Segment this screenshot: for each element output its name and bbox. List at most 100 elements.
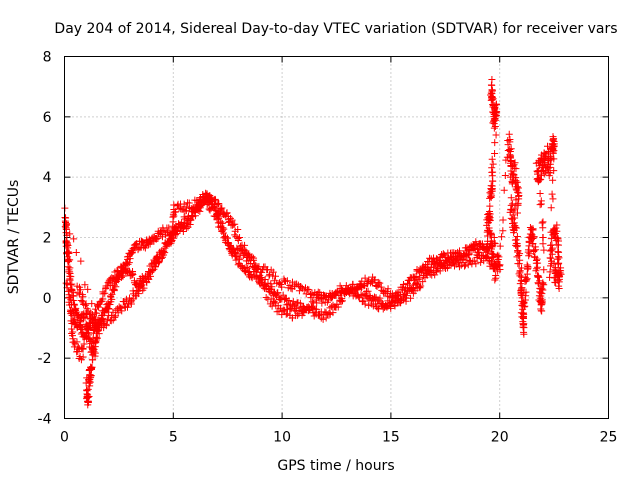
data-point	[64, 257, 72, 265]
data-point	[175, 204, 183, 212]
data-point	[266, 271, 274, 279]
data-point	[300, 305, 308, 313]
data-point	[538, 219, 546, 227]
data-point	[88, 356, 96, 364]
data-point	[551, 278, 559, 286]
data-point	[91, 343, 99, 351]
data-point	[520, 330, 528, 338]
data-point	[487, 185, 495, 193]
data-point	[80, 340, 88, 348]
data-point	[488, 155, 496, 163]
data-point	[66, 293, 74, 301]
data-point	[185, 215, 193, 223]
data-point	[533, 265, 541, 273]
data-point	[115, 272, 123, 280]
data-point	[487, 185, 495, 193]
data-point	[223, 209, 231, 217]
x-axis-label: GPS time / hours	[277, 458, 394, 474]
data-point	[323, 298, 331, 306]
data-point	[114, 267, 122, 275]
data-point	[540, 266, 548, 274]
data-point	[520, 299, 528, 307]
data-point	[456, 250, 464, 258]
data-point	[543, 142, 551, 150]
data-point	[499, 216, 507, 224]
data-point	[401, 294, 409, 302]
data-point	[491, 102, 499, 110]
data-point	[84, 329, 92, 337]
data-point	[411, 276, 419, 284]
data-point	[355, 294, 363, 302]
data-point	[269, 268, 277, 276]
data-point	[524, 246, 532, 254]
data-point	[102, 322, 110, 330]
y-tick-label: 2	[43, 231, 52, 247]
data-point	[525, 242, 533, 250]
data-point	[519, 313, 527, 321]
data-point	[490, 124, 498, 132]
data-point	[464, 261, 472, 269]
x-tick-label: 5	[169, 430, 178, 446]
data-point	[491, 139, 499, 147]
data-point	[349, 280, 357, 288]
data-point	[484, 247, 492, 255]
data-point	[78, 325, 86, 333]
data-point	[154, 254, 162, 262]
data-point	[436, 267, 444, 275]
data-point	[250, 256, 258, 264]
data-point	[538, 285, 546, 293]
data-point	[450, 258, 458, 266]
data-point	[152, 235, 160, 243]
data-point	[535, 273, 543, 281]
data-point	[286, 305, 294, 313]
data-point	[518, 284, 526, 292]
data-point	[476, 244, 484, 252]
data-point	[484, 248, 492, 256]
y-tick-label: -2	[38, 351, 52, 367]
x-tick-label: 15	[382, 430, 400, 446]
data-point	[159, 248, 167, 256]
data-point	[512, 196, 520, 204]
data-point	[67, 294, 75, 302]
data-point	[461, 262, 469, 270]
data-point	[311, 305, 319, 313]
data-point	[486, 194, 494, 202]
data-point	[118, 307, 126, 315]
data-point	[114, 309, 122, 317]
data-point	[215, 200, 223, 208]
data-point	[364, 287, 372, 295]
data-point	[512, 236, 520, 244]
y-tick-label: 6	[43, 110, 52, 126]
data-point	[492, 108, 500, 116]
data-point	[116, 271, 124, 279]
data-point	[554, 248, 562, 256]
data-point	[186, 221, 194, 229]
data-point	[110, 274, 118, 282]
data-point	[496, 242, 504, 250]
data-point	[391, 302, 399, 310]
data-point	[513, 232, 521, 240]
data-point	[236, 233, 244, 241]
data-point	[511, 223, 519, 231]
data-point	[530, 233, 538, 241]
data-point	[486, 202, 494, 210]
data-point	[242, 264, 250, 272]
data-point	[463, 244, 471, 252]
data-point	[88, 365, 96, 373]
data-point	[337, 298, 345, 306]
data-point	[553, 234, 561, 242]
data-point	[84, 285, 92, 293]
data-point	[67, 309, 75, 317]
data-point	[335, 291, 343, 299]
data-point	[357, 291, 365, 299]
data-point	[536, 189, 544, 197]
data-point	[346, 290, 354, 298]
data-point	[66, 256, 74, 264]
data-point	[93, 334, 101, 342]
data-point	[408, 286, 416, 294]
data-point	[155, 258, 163, 266]
data-point	[262, 294, 270, 302]
data-point	[393, 292, 401, 300]
data-point	[507, 194, 515, 202]
data-point	[273, 289, 281, 297]
